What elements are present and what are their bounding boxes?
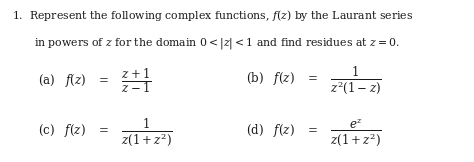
- Text: (a)   $f(z)$   $=$   $\dfrac{z+1}{z-1}$: (a) $f(z)$ $=$ $\dfrac{z+1}{z-1}$: [38, 67, 152, 95]
- Text: (c)   $f(z)$   $=$   $\dfrac{1}{z(1+z^{2})}$: (c) $f(z)$ $=$ $\dfrac{1}{z(1+z^{2})}$: [38, 117, 173, 148]
- Text: 1.  Represent the following complex functions, $f(z)$ by the Laurant series: 1. Represent the following complex funct…: [12, 8, 413, 23]
- Text: in powers of $z$ for the domain $0 < |z| < 1$ and find residues at $z = 0.$: in powers of $z$ for the domain $0 < |z|…: [34, 36, 400, 51]
- Text: (d)   $f(z)$   $=$   $\dfrac{e^{z}}{z(1+z^{2})}$: (d) $f(z)$ $=$ $\dfrac{e^{z}}{z(1+z^{2})…: [246, 118, 382, 148]
- Text: (b)   $f(z)$   $=$   $\dfrac{1}{z^{2}(1-z)}$: (b) $f(z)$ $=$ $\dfrac{1}{z^{2}(1-z)}$: [246, 66, 382, 96]
